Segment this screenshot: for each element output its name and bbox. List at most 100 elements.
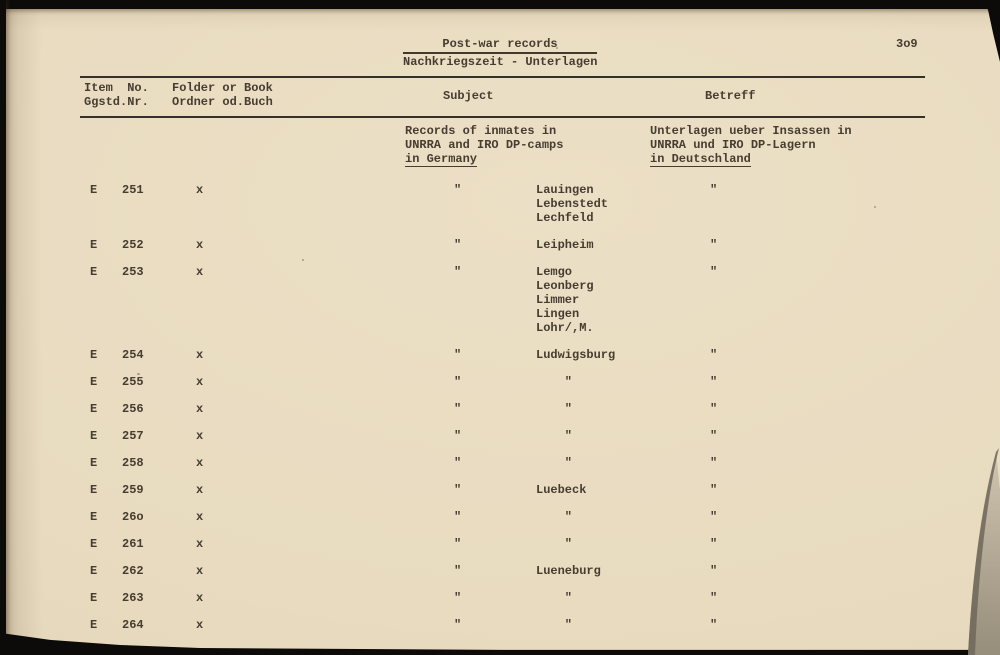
table-row: E 256 x " " ": [0, 402, 1000, 416]
folder-mark: x: [196, 510, 204, 524]
item-number: 263: [122, 591, 144, 605]
betreff-ditto: ": [710, 564, 718, 578]
folder-mark: x: [196, 265, 204, 279]
place-names: Lemgo Leonberg Limmer Lingen Lohr/,M.: [536, 265, 594, 335]
betreff-ditto: ": [710, 618, 718, 632]
subject-ditto: ": [454, 348, 462, 362]
place-names: ": [536, 429, 573, 443]
section-heading-english-lines: Records of inmates in UNRRA and IRO DP-c…: [405, 124, 564, 152]
item-letter: E: [90, 402, 98, 416]
section-heading-german-underlined: in Deutschland: [650, 152, 751, 167]
item-number: 26o: [122, 510, 144, 524]
subject-ditto: ": [454, 183, 462, 197]
betreff-ditto: ": [710, 510, 718, 524]
table-rule-top: [80, 76, 925, 78]
place-names: Lueneburg: [536, 564, 601, 578]
table-row: E 252 x " Leipheim ": [0, 238, 1000, 252]
paper-speck: [302, 259, 304, 261]
subject-ditto: ": [454, 564, 462, 578]
place-names: ": [536, 537, 573, 551]
item-letter: E: [90, 429, 98, 443]
folder-mark: x: [196, 591, 204, 605]
place-names: Lauingen Lebenstedt Lechfeld: [536, 183, 609, 225]
paper-speck: [874, 206, 876, 208]
folder-mark: x: [196, 183, 204, 197]
folder-mark: x: [196, 537, 204, 551]
folder-mark: x: [196, 238, 204, 252]
page-title-german: Nachkriegszeit - Unterlagen: [403, 55, 598, 69]
subject-ditto: ": [454, 456, 462, 470]
paper-page: [6, 9, 1000, 650]
table-row: E 257 x " " ": [0, 429, 1000, 443]
betreff-ditto: ": [710, 402, 718, 416]
photo-edge-top: [0, 0, 1000, 9]
paper-speck: [137, 373, 140, 375]
paper-speck: [556, 47, 558, 49]
folder-mark: x: [196, 375, 204, 389]
folder-mark: x: [196, 483, 204, 497]
page-curl: [954, 438, 1000, 655]
item-letter: E: [90, 238, 98, 252]
betreff-ditto: ": [710, 375, 718, 389]
photo-edge-left: [0, 0, 6, 655]
place-names: ": [536, 456, 573, 470]
betreff-ditto: ": [710, 183, 718, 197]
column-header-item: Item No. Ggstd.Nr.: [84, 81, 149, 109]
item-letter: E: [90, 564, 98, 578]
item-number: 251: [122, 183, 144, 197]
item-number: 264: [122, 618, 144, 632]
place-names: Leipheim: [536, 238, 594, 252]
table-rule-bottom: [80, 116, 925, 118]
subject-ditto: ": [454, 429, 462, 443]
page-curl-graphic: [968, 448, 1000, 655]
table-row: E 258 x " " ": [0, 456, 1000, 470]
subject-ditto: ": [454, 483, 462, 497]
item-letter: E: [90, 591, 98, 605]
column-header-betreff: Betreff: [705, 89, 756, 103]
column-header-subject: Subject: [443, 89, 494, 103]
table-row: E 251 x " Lauingen Lebenstedt Lechfeld ": [0, 183, 1000, 225]
table-row: E 262 x " Lueneburg ": [0, 564, 1000, 578]
item-letter: E: [90, 265, 98, 279]
betreff-ditto: ": [710, 456, 718, 470]
place-names: ": [536, 591, 573, 605]
place-names: ": [536, 618, 573, 632]
page-number: 3o9: [896, 37, 918, 51]
subject-ditto: ": [454, 591, 462, 605]
betreff-ditto: ": [710, 348, 718, 362]
item-letter: E: [90, 348, 98, 362]
subject-ditto: ": [454, 265, 462, 279]
subject-ditto: ": [454, 402, 462, 416]
item-number: 262: [122, 564, 144, 578]
table-row: E 263 x " " ": [0, 591, 1000, 605]
column-header-folder: Folder or Book Ordner od.Buch: [172, 81, 273, 109]
item-number: 254: [122, 348, 144, 362]
place-names: ": [536, 402, 573, 416]
item-letter: E: [90, 183, 98, 197]
folder-mark: x: [196, 429, 204, 443]
item-number: 256: [122, 402, 144, 416]
table-row: E 26o x " " ": [0, 510, 1000, 524]
betreff-ditto: ": [710, 238, 718, 252]
folder-mark: x: [196, 402, 204, 416]
item-letter: E: [90, 510, 98, 524]
betreff-ditto: ": [710, 537, 718, 551]
place-names: Luebeck: [536, 483, 587, 497]
item-letter: E: [90, 618, 98, 632]
section-heading-german: Unterlagen ueber Insassen in UNRRA und I…: [650, 124, 852, 167]
subject-ditto: ": [454, 238, 462, 252]
item-number: 261: [122, 537, 144, 551]
page-title-english: Post-war records: [403, 37, 597, 54]
betreff-ditto: ": [710, 429, 718, 443]
table-row: E 255 x " " ": [0, 375, 1000, 389]
subject-ditto: ": [454, 510, 462, 524]
item-number: 252: [122, 238, 144, 252]
table-row: E 254 x " Ludwigsburg ": [0, 348, 1000, 362]
section-heading-english: Records of inmates in UNRRA and IRO DP-c…: [405, 124, 563, 167]
records-table: E 251 x " Lauingen Lebenstedt Lechfeld "…: [0, 183, 1000, 645]
item-letter: E: [90, 456, 98, 470]
item-letter: E: [90, 483, 98, 497]
betreff-ditto: ": [710, 265, 718, 279]
subject-ditto: ": [454, 537, 462, 551]
